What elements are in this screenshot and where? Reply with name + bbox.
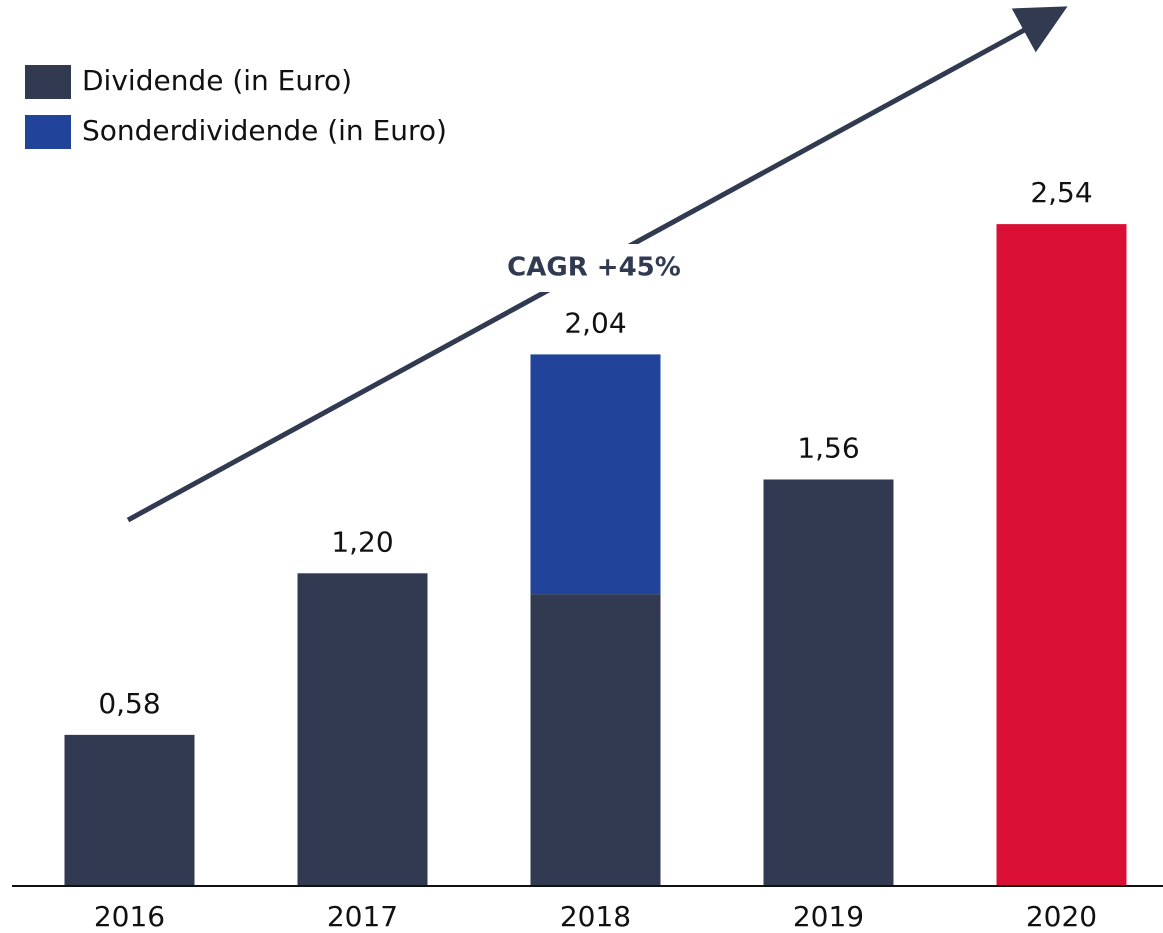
value-label: 2,54 — [1030, 176, 1092, 209]
legend-swatch — [25, 115, 71, 149]
x-tick-label: 2016 — [94, 900, 165, 933]
legend-label: Dividende (in Euro) — [82, 64, 352, 97]
annotation-bg — [490, 244, 700, 292]
x-tick-label: 2020 — [1026, 900, 1097, 933]
value-label: 2,04 — [564, 306, 626, 339]
x-tick-label: 2017 — [327, 900, 398, 933]
legend-swatch — [25, 65, 71, 99]
bar — [297, 573, 428, 886]
value-label: 1,20 — [331, 525, 393, 558]
bar — [763, 479, 894, 886]
bar — [530, 354, 661, 595]
bar — [64, 734, 195, 886]
bar — [996, 224, 1127, 886]
x-tick-label: 2018 — [560, 900, 631, 933]
value-label: 0,58 — [98, 687, 160, 720]
x-tick-label: 2019 — [793, 900, 864, 933]
bar — [530, 594, 661, 886]
annotation: CAGR +45% — [507, 253, 681, 283]
value-label: 1,56 — [797, 431, 859, 464]
legend-label: Sonderdividende (in Euro) — [82, 114, 447, 147]
